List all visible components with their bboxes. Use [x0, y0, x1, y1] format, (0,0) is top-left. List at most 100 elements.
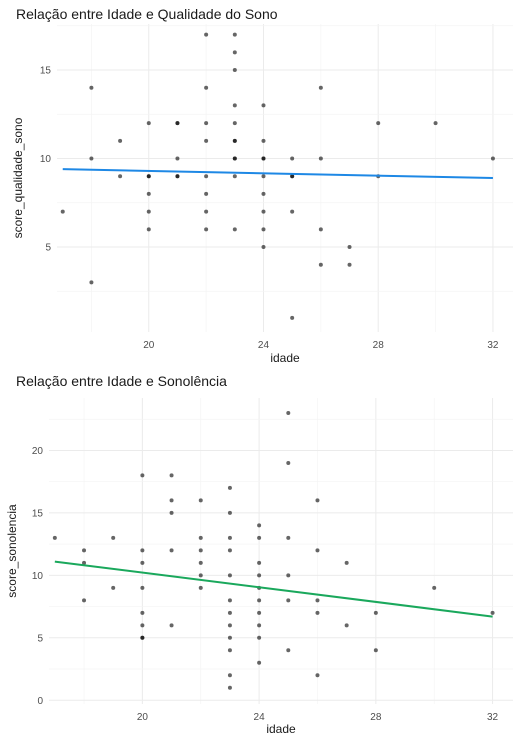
data-point: [175, 174, 180, 179]
data-point: [52, 535, 57, 540]
data-point: [286, 573, 291, 578]
data-point: [204, 32, 209, 37]
scatter-plot-quality: 20 24 28 32 5 10 15 idade score_qualidade_sono: [11, 24, 513, 365]
data-point: [169, 498, 174, 503]
data-point: [257, 535, 262, 540]
y-tick-label: 20: [32, 446, 44, 457]
data-point: [290, 209, 295, 214]
data-point: [318, 85, 323, 90]
data-point: [140, 560, 145, 565]
data-point: [286, 535, 291, 540]
data-point: [257, 660, 262, 665]
data-point: [373, 610, 378, 615]
data-point: [198, 585, 203, 590]
data-point: [373, 648, 378, 653]
data-point: [227, 673, 232, 678]
data-point: [227, 635, 232, 640]
data-point: [204, 121, 209, 126]
data-point: [227, 548, 232, 553]
x-tick-label: 20: [137, 712, 149, 723]
chart-title: Relação entre Idade e Qualidade do Sono: [16, 6, 278, 22]
data-point: [227, 510, 232, 515]
chart-panel-sleepiness: Relação entre Idade e Sonolência 20 24 28 3…: [0, 368, 519, 737]
data-point: [140, 610, 145, 615]
data-point: [146, 227, 151, 232]
data-point: [204, 174, 209, 179]
data-point: [118, 174, 123, 179]
data-point: [198, 573, 203, 578]
data-point: [227, 648, 232, 653]
y-tick-label: 10: [32, 571, 44, 582]
data-point: [204, 85, 209, 90]
data-point: [89, 280, 94, 285]
data-point: [111, 535, 116, 540]
x-tick-label: 20: [143, 340, 155, 351]
chart-panel-quality: Relação entre Idade e Qualidade do Sono …: [0, 0, 519, 368]
x-axis-title: idade: [270, 351, 300, 365]
data-point: [140, 585, 145, 590]
data-point: [315, 498, 320, 503]
data-point: [82, 548, 87, 553]
data-point: [261, 156, 266, 161]
x-axis-title: idade: [266, 722, 296, 736]
data-point: [198, 560, 203, 565]
x-tick-label: 32: [487, 340, 499, 351]
data-point: [232, 32, 237, 37]
data-point: [232, 121, 237, 126]
data-point: [111, 585, 116, 590]
data-point: [257, 623, 262, 628]
data-point: [140, 635, 145, 640]
data-point: [261, 245, 266, 250]
data-point: [318, 227, 323, 232]
data-point: [204, 209, 209, 214]
data-point: [175, 121, 180, 126]
data-point: [169, 623, 174, 628]
scatter-plot-sleepiness: 20 24 28 32 0 5 10 15 20 idade score_sonolencia: [5, 398, 513, 736]
data-point: [490, 610, 495, 615]
data-point: [146, 174, 151, 179]
data-point: [257, 610, 262, 615]
x-tick-label: 28: [373, 340, 385, 351]
y-tick-label: 15: [32, 508, 44, 519]
data-point: [232, 227, 237, 232]
data-point: [140, 548, 145, 553]
data-point: [257, 573, 262, 578]
data-point: [290, 174, 295, 179]
data-point: [118, 138, 123, 143]
data-point: [318, 262, 323, 267]
data-point: [315, 548, 320, 553]
data-point: [257, 560, 262, 565]
data-point: [257, 598, 262, 603]
x-tick-label: 24: [254, 712, 266, 723]
y-tick-label: 5: [45, 243, 51, 254]
data-point: [227, 610, 232, 615]
data-point: [261, 227, 266, 232]
data-point: [232, 68, 237, 73]
chart-title: Relação entre Idade e Sonolência: [16, 373, 227, 389]
data-point: [198, 498, 203, 503]
data-point: [261, 191, 266, 196]
data-point: [89, 85, 94, 90]
y-tick-label: 0: [37, 696, 43, 707]
data-point: [204, 138, 209, 143]
y-tick-label: 10: [40, 154, 52, 165]
data-point: [227, 535, 232, 540]
data-point: [227, 598, 232, 603]
data-point: [261, 174, 266, 179]
data-point: [232, 50, 237, 55]
y-axis-title: score_sonolencia: [5, 504, 19, 598]
data-point: [232, 138, 237, 143]
data-point: [347, 262, 352, 267]
data-point: [169, 510, 174, 515]
data-point: [227, 623, 232, 628]
data-point: [140, 623, 145, 628]
data-point: [169, 473, 174, 478]
y-axis-title: score_qualidade_sono: [11, 117, 25, 238]
data-point: [232, 174, 237, 179]
data-point: [227, 485, 232, 490]
data-point: [146, 121, 151, 126]
data-point: [140, 473, 145, 478]
data-point: [315, 598, 320, 603]
data-point: [204, 227, 209, 232]
data-point: [261, 138, 266, 143]
